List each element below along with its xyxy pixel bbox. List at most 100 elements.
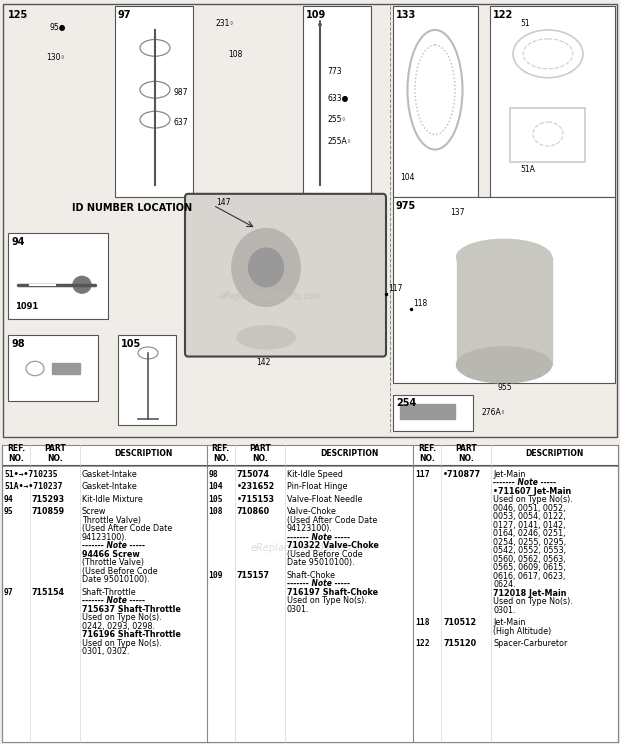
- Text: ------- Note -----: ------- Note -----: [82, 596, 145, 605]
- Text: eReplacementParts.com: eReplacementParts.com: [220, 292, 322, 301]
- Text: 105: 105: [121, 339, 141, 349]
- Text: 95●: 95●: [50, 23, 66, 32]
- Text: 715120: 715120: [443, 639, 476, 648]
- Text: REF.
NO.: REF. NO.: [418, 444, 436, 463]
- Text: 97: 97: [118, 10, 131, 19]
- Text: REF.
NO.: REF. NO.: [211, 444, 230, 463]
- Text: eReplacementParts.com: eReplacementParts.com: [250, 543, 370, 553]
- Text: 710512: 710512: [443, 618, 476, 627]
- Text: 98: 98: [11, 339, 25, 349]
- Bar: [8, 335, 98, 401]
- Text: 94: 94: [4, 495, 14, 504]
- Text: 0053, 0054, 0122,: 0053, 0054, 0122,: [494, 512, 566, 522]
- Text: (Used After Code Date: (Used After Code Date: [286, 516, 377, 525]
- Text: 0542, 0552, 0553,: 0542, 0552, 0553,: [494, 546, 566, 555]
- Bar: [52, 362, 80, 374]
- Text: 118: 118: [415, 618, 430, 627]
- Bar: [510, 108, 585, 161]
- Text: 255◦: 255◦: [327, 115, 346, 124]
- Text: 0616, 0617, 0623,: 0616, 0617, 0623,: [494, 571, 565, 580]
- Bar: [8, 234, 108, 319]
- Text: 0242, 0293, 0298.: 0242, 0293, 0298.: [82, 622, 155, 631]
- Text: 98: 98: [209, 469, 218, 478]
- Text: 1091: 1091: [15, 301, 38, 311]
- Text: 104: 104: [400, 173, 415, 182]
- Text: 0046, 0051, 0052,: 0046, 0051, 0052,: [494, 504, 566, 513]
- Text: 955: 955: [497, 383, 511, 392]
- Text: (High Altitude): (High Altitude): [494, 626, 552, 635]
- Text: Jet-Main: Jet-Main: [494, 618, 526, 627]
- Text: 137: 137: [450, 208, 464, 217]
- Text: 0565, 0609, 0615,: 0565, 0609, 0615,: [494, 563, 566, 572]
- Text: ------- Note -----: ------- Note -----: [286, 533, 350, 542]
- Bar: [115, 6, 193, 197]
- Text: ------- Note -----: ------- Note -----: [286, 579, 350, 589]
- Text: 133: 133: [396, 10, 416, 19]
- FancyBboxPatch shape: [185, 194, 386, 356]
- Text: 118: 118: [413, 299, 427, 308]
- Text: REF.
NO.: REF. NO.: [7, 444, 25, 463]
- Text: 94466 Screw: 94466 Screw: [82, 550, 140, 559]
- Text: Pin-Float Hinge: Pin-Float Hinge: [286, 482, 347, 491]
- Ellipse shape: [73, 276, 91, 293]
- Text: Date 95010100).: Date 95010100).: [286, 558, 354, 567]
- Text: 108: 108: [209, 507, 223, 516]
- Text: Used on Type No(s).: Used on Type No(s).: [82, 638, 162, 648]
- Text: 122: 122: [415, 639, 430, 648]
- Text: 0164, 0246, 0251,: 0164, 0246, 0251,: [494, 529, 566, 538]
- Text: Jet-Main: Jet-Main: [494, 469, 526, 478]
- Text: 108: 108: [228, 51, 242, 60]
- Bar: [393, 6, 478, 197]
- Text: Valve-Choke: Valve-Choke: [286, 507, 337, 516]
- Text: DESCRIPTION: DESCRIPTION: [526, 449, 584, 458]
- Text: 0301.: 0301.: [286, 605, 309, 614]
- Text: DESCRIPTION: DESCRIPTION: [320, 449, 378, 458]
- Text: 0624.: 0624.: [494, 580, 516, 589]
- Text: 710322 Valve-Choke: 710322 Valve-Choke: [286, 541, 379, 550]
- Text: 51A•→•710237: 51A•→•710237: [4, 482, 63, 491]
- Text: 94123100).: 94123100).: [286, 525, 332, 533]
- Bar: [490, 6, 615, 197]
- Text: Gasket-Intake: Gasket-Intake: [82, 482, 138, 491]
- Text: 231◦: 231◦: [215, 19, 234, 28]
- Text: 716197 Shaft-Choke: 716197 Shaft-Choke: [286, 588, 378, 597]
- Text: (Throttle Valve): (Throttle Valve): [82, 558, 144, 567]
- Text: Screw: Screw: [82, 507, 107, 516]
- Text: 975: 975: [396, 201, 416, 211]
- Text: 710860: 710860: [237, 507, 270, 516]
- Text: 255A◦: 255A◦: [327, 137, 352, 146]
- Text: 51A: 51A: [520, 165, 535, 174]
- Text: Used on Type No(s).: Used on Type No(s).: [494, 597, 573, 606]
- Text: 987: 987: [173, 88, 187, 97]
- Text: 712018 Jet-Main: 712018 Jet-Main: [494, 589, 567, 597]
- Text: •231652: •231652: [237, 482, 275, 491]
- Text: 142: 142: [256, 358, 270, 367]
- Text: (Used After Code Date: (Used After Code Date: [82, 525, 172, 533]
- Text: Shaft-Throttle: Shaft-Throttle: [82, 588, 136, 597]
- Text: PART
NO.: PART NO.: [44, 444, 66, 463]
- Text: PART
NO.: PART NO.: [456, 444, 477, 463]
- Text: 0127, 0141, 0142,: 0127, 0141, 0142,: [494, 521, 566, 530]
- Text: 254: 254: [396, 399, 416, 408]
- Text: (Used Before Code: (Used Before Code: [82, 567, 157, 576]
- Text: 94: 94: [11, 237, 25, 247]
- Ellipse shape: [456, 347, 552, 383]
- Text: •710877: •710877: [443, 469, 482, 478]
- Text: 94123100).: 94123100).: [82, 533, 128, 542]
- Text: 715637 Shaft-Throttle: 715637 Shaft-Throttle: [82, 605, 181, 614]
- Text: (Used Before Code: (Used Before Code: [286, 550, 362, 559]
- Ellipse shape: [232, 228, 300, 307]
- Text: ID NUMBER LOCATION: ID NUMBER LOCATION: [72, 203, 192, 214]
- Text: ------- Note -----: ------- Note -----: [494, 478, 557, 487]
- Text: DESCRIPTION: DESCRIPTION: [114, 449, 172, 458]
- Bar: [303, 6, 371, 197]
- Text: Kit-Idle Mixture: Kit-Idle Mixture: [82, 495, 143, 504]
- Text: 715154: 715154: [32, 588, 65, 597]
- Bar: [393, 395, 473, 431]
- Text: 105: 105: [209, 495, 223, 504]
- Text: 0301.: 0301.: [494, 606, 516, 615]
- Text: Throttle Valve): Throttle Valve): [82, 516, 141, 525]
- Text: 125: 125: [8, 10, 29, 19]
- Text: Spacer-Carburetor: Spacer-Carburetor: [494, 639, 568, 648]
- Text: 97: 97: [4, 588, 14, 597]
